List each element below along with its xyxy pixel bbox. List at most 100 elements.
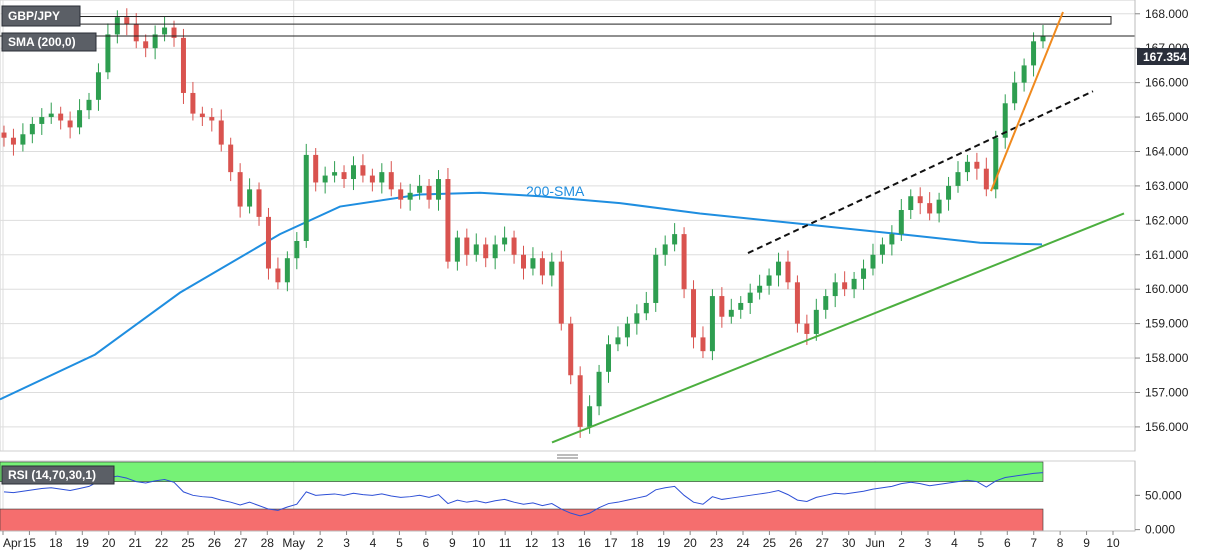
price-tick-label: 163.000	[1145, 179, 1189, 193]
candle-body	[615, 337, 621, 345]
candle-body	[757, 285, 763, 293]
candle-body	[719, 296, 725, 317]
time-tick-label: 15	[23, 536, 37, 550]
price-tick-label: 160.000	[1145, 282, 1189, 296]
candle-body	[171, 27, 177, 38]
candle-body	[1021, 65, 1027, 83]
candle-body	[379, 172, 385, 183]
candle-body	[275, 268, 281, 283]
sma-tag-label: SMA (200,0)	[8, 35, 76, 49]
time-tick-label: 26	[208, 536, 222, 550]
candle-body	[143, 41, 149, 49]
time-tick-label: 20	[683, 536, 697, 550]
candle-body	[218, 120, 224, 145]
price-tick-label: 158.000	[1145, 351, 1189, 365]
candle-body	[322, 175, 328, 183]
candle-body	[435, 179, 441, 200]
time-tick-label: 3	[343, 536, 350, 550]
time-tick-label: 9	[1083, 536, 1090, 550]
candle-body	[653, 254, 659, 303]
candle-body	[993, 137, 999, 190]
candle-body	[502, 237, 508, 245]
candle-body	[643, 302, 649, 314]
candle-body	[67, 120, 73, 128]
candle-body	[700, 337, 706, 352]
candle-body	[823, 296, 829, 310]
candle-body	[681, 234, 687, 290]
time-tick-label: 18	[631, 536, 645, 550]
candle-body	[908, 196, 914, 211]
time-tick-label: 5	[978, 536, 985, 550]
candle-body	[804, 323, 810, 334]
price-tick-label: 156.000	[1145, 420, 1189, 434]
support-trendline	[551, 212, 1125, 444]
time-tick-label: 22	[155, 536, 169, 550]
candle-body	[1, 132, 7, 138]
candle-body	[284, 258, 290, 283]
candle-body	[766, 275, 772, 286]
sma-200-line	[0, 191, 1043, 401]
time-tick-label: 19	[76, 536, 90, 550]
candle-body	[927, 203, 933, 214]
candle-body	[152, 34, 158, 49]
candle-body	[709, 296, 715, 352]
candle-body	[691, 289, 697, 338]
time-axis: Apr 15 18 19 20 21 22 25 26 27 28 May 2 3 4 5 6 9 10 11 12 13…	[0, 530, 1135, 550]
candle-body	[672, 234, 678, 245]
candle-body	[369, 175, 375, 183]
time-tick-label: Apr	[3, 536, 22, 550]
candle-body	[983, 168, 989, 190]
candle-body	[955, 172, 961, 186]
fast-uptrend-line	[990, 11, 1064, 192]
candle-body	[360, 165, 366, 176]
rsi-tag[interactable]: RSI (14,70,30,1)	[1, 465, 115, 485]
candle-body	[265, 216, 271, 269]
candle-body	[388, 172, 394, 190]
candle-body	[114, 17, 120, 35]
price-tick-label: 157.000	[1145, 385, 1189, 399]
candle-body	[577, 375, 583, 427]
candle-body	[898, 210, 904, 235]
rsi-tick-label: 50.000	[1145, 488, 1182, 502]
candle-body	[303, 154, 309, 241]
time-tick-label: 12	[525, 536, 539, 550]
time-tick-label: 13	[551, 536, 565, 550]
candle-body	[634, 313, 640, 324]
sma-tag[interactable]: SMA (200,0)	[1, 32, 97, 52]
symbol-label: GBP/JPY	[8, 9, 60, 23]
resistance-channel-line	[747, 90, 1094, 254]
candle-body	[464, 237, 470, 255]
time-tick-label: 27	[816, 536, 830, 550]
candle-body	[199, 113, 205, 118]
candle-body	[48, 113, 54, 118]
time-tick-label: 24	[736, 536, 750, 550]
time-tick-label: 6	[1004, 536, 1011, 550]
candle-body	[728, 309, 734, 317]
time-tick-label: 28	[261, 536, 275, 550]
time-tick-label: 5	[396, 536, 403, 550]
candle-body	[180, 37, 186, 93]
symbol-tag[interactable]: GBP/JPY	[1, 5, 81, 27]
time-tick-label: 25	[181, 536, 195, 550]
candle-body	[426, 185, 432, 200]
candle-body	[350, 165, 356, 180]
rsi-tick-label: 0.000	[1145, 523, 1175, 537]
time-tick-label: 16	[578, 536, 592, 550]
pane-splitter[interactable]	[557, 454, 578, 459]
candle-body	[549, 261, 555, 276]
candle-body	[105, 34, 111, 73]
candle-body	[10, 137, 16, 145]
candle-body	[794, 282, 800, 324]
time-tick-label: 30	[842, 536, 856, 550]
candle-body	[332, 172, 338, 176]
candles	[1, 8, 1046, 438]
sma-annotation: 200-SMA	[526, 183, 585, 199]
time-tick-label: 17	[604, 536, 618, 550]
time-tick-label: 19	[657, 536, 671, 550]
candle-body	[95, 72, 101, 100]
candle-body	[407, 192, 413, 200]
time-tick-label: Jun	[865, 536, 884, 550]
candle-body	[946, 185, 952, 200]
